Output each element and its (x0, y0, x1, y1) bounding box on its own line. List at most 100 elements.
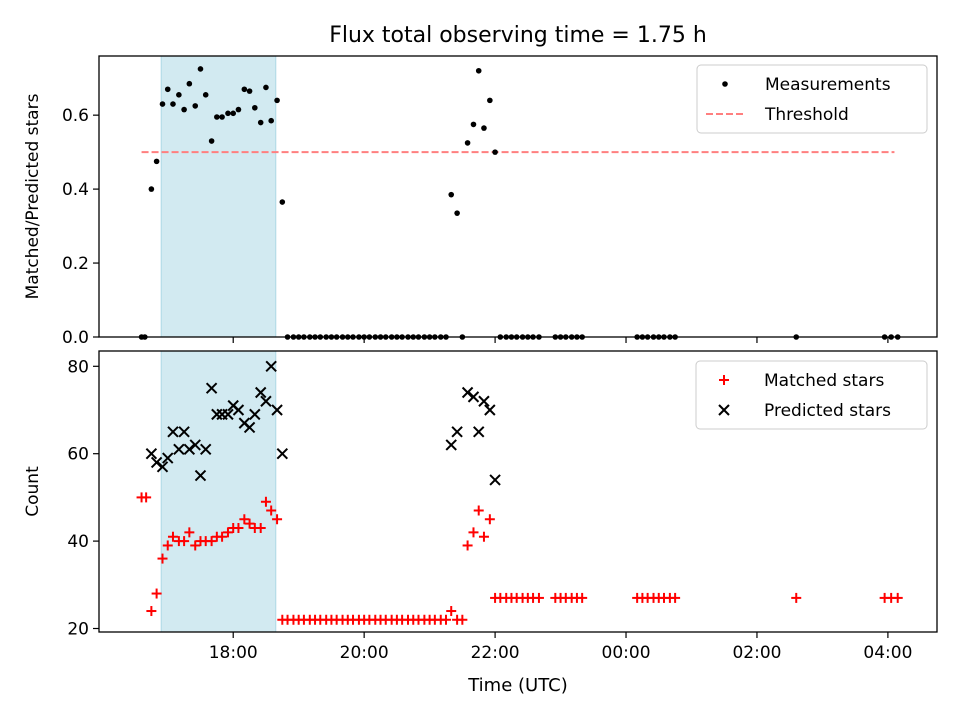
x-tick-label: 02:00 (732, 643, 781, 663)
predicted-point (167, 426, 179, 438)
predicted-point (232, 404, 245, 416)
x-tick-label: 22:00 (471, 643, 520, 663)
measurement-point (252, 104, 258, 111)
measurement-point (246, 88, 253, 94)
measurement-point (241, 86, 248, 93)
measurement-point (192, 103, 199, 109)
matched-point (272, 514, 283, 525)
matched-point (440, 614, 451, 625)
measurement-point (181, 106, 187, 113)
measurement-point (257, 119, 264, 126)
measurement-point (159, 101, 166, 107)
measurement-point (487, 97, 493, 104)
matched-point (462, 540, 473, 551)
matched-point (468, 527, 479, 538)
matched-point (222, 527, 233, 538)
measurement-point (197, 66, 204, 72)
panel-counts: 20 40 60 80 18:00 20:00 22:00 00:00 02:00 04:00 Co… (23, 350, 938, 663)
matched-point (266, 505, 277, 516)
measurement-point (279, 199, 286, 205)
measurement-point (225, 110, 231, 117)
legend: Matched stars Predicted stars (695, 360, 928, 430)
matched-point (239, 514, 250, 525)
matched-point (179, 536, 190, 547)
x-tick-label: 04:00 (863, 643, 912, 663)
matched-point (167, 531, 178, 542)
measurement-point (208, 138, 215, 144)
matched-point (141, 492, 152, 503)
axes-frame (98, 55, 938, 338)
predicted-point (205, 382, 218, 394)
x-tick-label: 18:00 (209, 643, 258, 663)
predicted-point (260, 395, 272, 407)
measurement-point (454, 210, 460, 216)
predicted-point (473, 426, 485, 438)
predicted-point (243, 421, 256, 434)
matched-point (484, 514, 495, 525)
legend-label: Predicted stars (764, 401, 891, 421)
predicted-point (249, 408, 261, 421)
shaded-observing-span (160, 55, 277, 338)
measurement-point (153, 158, 160, 165)
predicted-point (265, 360, 277, 373)
matched-point (791, 592, 802, 603)
predicted-point (484, 404, 496, 416)
measurement-point (176, 92, 182, 98)
measurement-point (268, 117, 274, 124)
matched-point (260, 496, 271, 507)
predicted-point (222, 408, 234, 421)
legend-marker (722, 81, 728, 87)
matched-point (157, 553, 168, 564)
predicted-point (461, 386, 474, 399)
panel-ratio: 0.0 0.2 0.4 0.6 Matched/Predicted stars Measu… (23, 55, 938, 348)
figure-title: Flux total observing time = 1.75 h (329, 23, 707, 48)
measurement-point (202, 92, 209, 98)
predicted-point (145, 447, 158, 460)
x-tick-label: 20:00 (340, 643, 389, 663)
y-tick-label: 20 (67, 620, 89, 640)
measurement-point (470, 121, 477, 128)
legend-label: Matched stars (764, 371, 884, 391)
predicted-point (178, 426, 190, 438)
shaded-observing-span (160, 350, 277, 633)
measurement-point (235, 106, 242, 113)
matched-point (478, 531, 489, 542)
y-tick-label: 0.4 (62, 180, 89, 200)
measurement-point (230, 110, 237, 117)
measurement-point (448, 191, 455, 198)
predicted-point (156, 461, 169, 473)
matched-point (206, 536, 217, 547)
matched-point (162, 540, 173, 551)
measurement-point (481, 125, 487, 131)
measurement-point (164, 86, 171, 93)
measurement-point (186, 80, 193, 87)
predicted-point (162, 452, 174, 464)
legend-marker (719, 375, 729, 385)
y-axis-label: Matched/Predicted stars (23, 93, 43, 299)
y-tick-label: 0.6 (62, 106, 89, 126)
matched-point (233, 522, 244, 533)
y-tick-label: 40 (67, 532, 89, 552)
measurement-point (492, 149, 498, 155)
measurement-point (219, 114, 225, 120)
predicted-point (276, 447, 289, 460)
measurement-point (148, 186, 155, 192)
predicted-point (467, 391, 480, 403)
matched-point (446, 606, 457, 617)
y-tick-label: 0.0 (62, 328, 89, 348)
predicted-point (211, 408, 223, 421)
measurement-point (170, 101, 176, 107)
y-tick-label: 0.2 (62, 254, 89, 274)
measurement-point (263, 84, 269, 91)
matched-point (244, 518, 255, 529)
predicted-point (271, 404, 283, 416)
matched-point (255, 522, 266, 533)
matched-point (190, 540, 201, 551)
legend: Measurements Threshold (696, 64, 928, 134)
matched-point (151, 588, 162, 599)
measurement-point (475, 67, 482, 74)
predicted-point (445, 439, 457, 451)
matched-point (217, 531, 228, 542)
matched-point (892, 592, 903, 603)
